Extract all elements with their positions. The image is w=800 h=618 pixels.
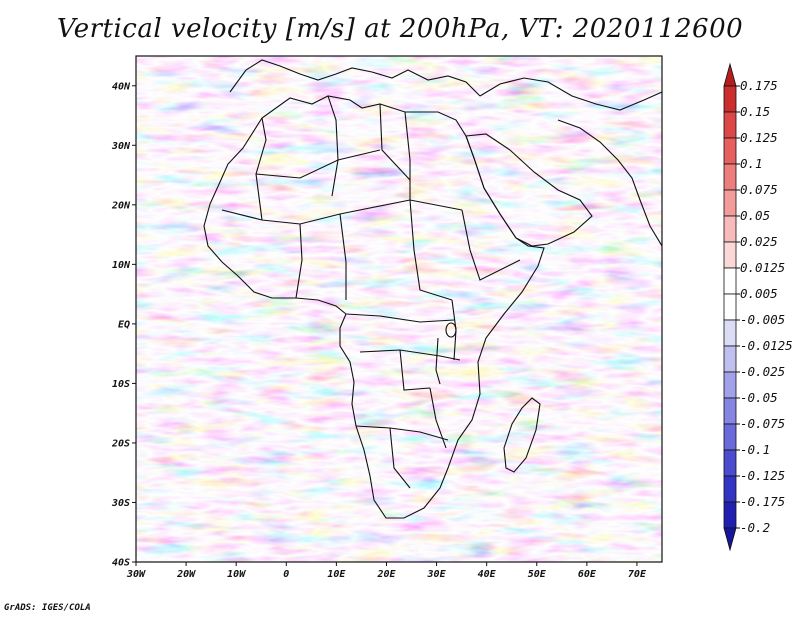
- coastlines-and-borders: [203, 59, 662, 519]
- longitude-axis: 30W 20W 10W 0 10E 20E 30E 40E 50E 60E 70E: [126, 562, 647, 580]
- colorbar-label: 0.175: [740, 78, 778, 93]
- colorbar-label: -0.1: [740, 442, 770, 457]
- lat-tick-label: 30S: [111, 498, 130, 509]
- lon-tick-label: 10E: [327, 569, 346, 580]
- colorbar-swatch: [723, 501, 737, 529]
- lon-tick-label: 60E: [578, 569, 597, 580]
- colorbar-swatch: [723, 137, 737, 165]
- colorbar-label: -0.075: [740, 416, 785, 431]
- colorbar-swatch: [723, 215, 737, 243]
- colorbar-swatch: [723, 449, 737, 477]
- grads-credit: GrADS: IGES/COLA: [4, 603, 91, 613]
- lon-tick-label: 40E: [478, 569, 497, 580]
- map-plot-area: [135, 55, 663, 563]
- colorbar-swatch: [723, 163, 737, 191]
- lat-tick-label: EQ: [118, 319, 130, 330]
- colorbar-swatch: [723, 241, 737, 269]
- lat-tick-label: 20N: [111, 200, 131, 211]
- colorbar-label: -0.125: [740, 468, 785, 483]
- lat-tick-label: 10N: [112, 260, 131, 271]
- lon-tick-label: 10W: [227, 569, 246, 580]
- lat-tick-label: 40N: [112, 81, 131, 92]
- lon-tick-label: 70E: [628, 569, 647, 580]
- colorbar-label: -0.005: [740, 312, 785, 327]
- lon-tick-label: 50E: [528, 569, 547, 580]
- latitude-axis: 40N 30N 20N 10N EQ 10S 20S 30S 40S: [111, 81, 136, 569]
- colorbar-label: 0.1: [740, 156, 763, 171]
- colorbar-swatch: [723, 189, 737, 217]
- colorbar-label: 0.0125: [740, 260, 785, 275]
- colorbar-swatch: [723, 423, 737, 451]
- lat-tick-label: 30N: [111, 141, 131, 152]
- colorbar-swatch: [723, 475, 737, 503]
- colorbar-label: -0.175: [740, 494, 785, 509]
- lon-tick-label: 20E: [376, 569, 396, 580]
- lon-tick-label: 20W: [176, 569, 196, 580]
- colorbar-label: 0.025: [740, 234, 778, 249]
- colorbar-label: -0.2: [740, 520, 770, 535]
- colorbar-swatch: [723, 293, 737, 321]
- colorbar-label: 0.15: [740, 104, 770, 119]
- colorbar: 0.175 0.15 0.125 0.1 0.075 0.05 0.025 0.0125 0.0…: [723, 62, 793, 552]
- colorbar-label: -0.025: [740, 364, 785, 379]
- colorbar-swatch: [723, 345, 737, 373]
- lat-tick-label: 40S: [112, 558, 130, 569]
- colorbar-label: 0.075: [740, 182, 778, 197]
- colorbar-swatch: [723, 111, 737, 139]
- colorbar-label: 0.005: [740, 286, 778, 301]
- chart-title: Vertical velocity [m/s] at 200hPa, VT: 2…: [56, 14, 744, 44]
- colorbar-label: -0.0125: [740, 338, 793, 353]
- lon-tick-label: 30W: [126, 569, 146, 580]
- colorbar-swatch: [723, 371, 737, 399]
- colorbar-swatch: [723, 267, 737, 295]
- lat-tick-label: 20S: [111, 438, 130, 449]
- lat-tick-label: 10S: [112, 379, 130, 390]
- lon-tick-label: 30E: [427, 569, 447, 580]
- colorbar-max-arrow: [723, 62, 737, 87]
- colorbar-min-arrow: [723, 527, 737, 552]
- colorbar-label: 0.125: [740, 130, 778, 145]
- colorbar-swatch: [723, 85, 737, 113]
- colorbar-swatch: [723, 319, 737, 347]
- velocity-streaks: [136, 56, 662, 562]
- lon-tick-label: 0: [283, 569, 289, 580]
- map-frame: [135, 55, 663, 563]
- colorbar-label: -0.05: [740, 390, 778, 405]
- colorbar-label: 0.05: [740, 208, 770, 223]
- colorbar-swatch: [723, 397, 737, 425]
